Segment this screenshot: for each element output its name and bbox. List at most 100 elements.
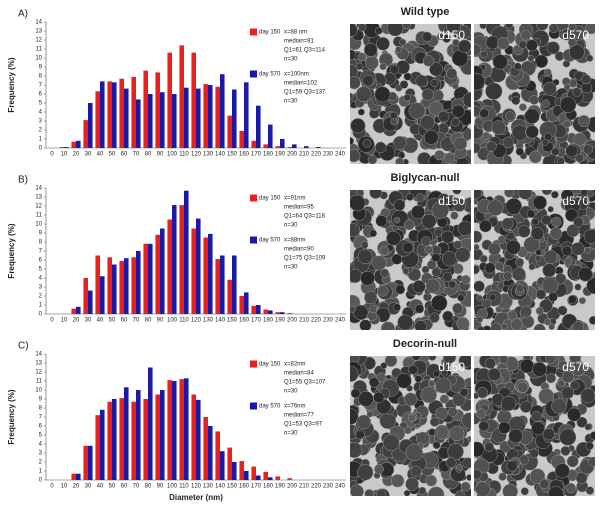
- legend-stat: Q1=75 Q3=109: [284, 256, 326, 262]
- fibril: [376, 372, 386, 383]
- x-tick-label: 50: [109, 484, 116, 490]
- x-tick-label: 40: [97, 152, 104, 158]
- fibril: [393, 216, 401, 224]
- x-tick-label: 130: [203, 318, 214, 324]
- x-tick-label: 150: [227, 152, 238, 158]
- bar: [268, 124, 273, 148]
- bar: [112, 82, 117, 148]
- fibril: [380, 321, 396, 330]
- x-tick-label: 0: [50, 484, 54, 490]
- fibril: [350, 268, 363, 283]
- legend-label: day 570: [259, 404, 281, 410]
- bar: [256, 105, 261, 148]
- x-tick-label: 0: [50, 152, 54, 158]
- bar: [268, 310, 273, 314]
- y-tick-label: 2: [39, 294, 43, 300]
- y-tick-label: 9: [39, 65, 43, 71]
- fibril: [498, 356, 509, 364]
- fibril: [367, 154, 378, 164]
- x-tick-label: 120: [191, 484, 202, 490]
- bar: [136, 251, 141, 314]
- fibril: [474, 190, 482, 200]
- fibril: [392, 135, 407, 150]
- fibril: [563, 83, 571, 91]
- bar: [88, 290, 93, 314]
- fibril: [527, 54, 535, 62]
- bar: [124, 387, 129, 480]
- bar: [167, 380, 172, 480]
- fibril: [389, 111, 398, 120]
- fibril: [422, 31, 433, 42]
- bar: [287, 313, 292, 314]
- fibril: [458, 356, 471, 368]
- fibril: [433, 370, 441, 378]
- fibril: [442, 271, 453, 282]
- fibril: [520, 487, 529, 496]
- y-tick-label: 3: [39, 451, 43, 457]
- x-tick-label: 90: [157, 318, 164, 324]
- fibril: [497, 235, 507, 244]
- bar: [95, 255, 100, 314]
- y-axis-label: Frequency (%): [7, 57, 16, 112]
- fibril: [428, 356, 437, 361]
- fibril: [453, 240, 462, 250]
- x-tick-label: 20: [73, 484, 80, 490]
- fibril: [518, 40, 527, 49]
- fibril: [393, 199, 406, 211]
- fibril: [554, 463, 570, 479]
- fibril: [551, 398, 567, 414]
- fibril: [448, 280, 457, 289]
- fibril: [405, 443, 423, 462]
- x-tick-label: 0: [50, 318, 54, 324]
- panel-label: A): [18, 9, 28, 20]
- x-tick-label: 200: [287, 484, 298, 490]
- fibril: [569, 380, 580, 391]
- fibril: [559, 428, 577, 446]
- fibril: [350, 118, 366, 134]
- bar: [155, 234, 160, 314]
- x-tick-label: 80: [145, 318, 152, 324]
- fibril: [515, 147, 524, 156]
- fibril: [442, 356, 457, 364]
- y-tick-label: 9: [39, 231, 43, 237]
- fibril: [396, 373, 412, 389]
- fibril: [519, 400, 532, 413]
- fibril: [514, 62, 522, 71]
- fibril: [427, 379, 436, 388]
- bar: [155, 394, 160, 480]
- x-tick-label: 160: [239, 484, 250, 490]
- fibril: [551, 216, 562, 228]
- fibril: [490, 322, 502, 330]
- fibril: [526, 209, 536, 218]
- x-tick-label: 140: [215, 318, 226, 324]
- fibril: [518, 190, 533, 200]
- fibril: [382, 434, 400, 452]
- fibril: [500, 323, 508, 330]
- bar: [184, 378, 189, 480]
- y-tick-label: 10: [35, 222, 42, 228]
- fibril: [426, 259, 437, 270]
- fibril: [364, 290, 378, 305]
- fibril: [580, 190, 589, 197]
- fibril: [411, 356, 421, 361]
- bar: [275, 476, 280, 480]
- y-tick-label: 9: [39, 397, 43, 403]
- bar: [215, 86, 220, 148]
- x-tick-label: 100: [167, 152, 178, 158]
- fibril: [375, 215, 388, 227]
- x-tick-label: 60: [121, 152, 128, 158]
- fibril: [530, 226, 544, 241]
- fibril: [350, 223, 361, 238]
- legend-stat: n=30: [284, 57, 298, 63]
- fibril: [474, 105, 482, 117]
- fibril: [369, 190, 382, 199]
- fibril: [450, 211, 459, 220]
- x-tick-label: 10: [61, 152, 68, 158]
- fibril: [386, 230, 401, 246]
- fibril: [580, 388, 595, 404]
- x-tick-label: 170: [251, 318, 262, 324]
- y-tick-label: 6: [39, 92, 43, 98]
- fibrils: [350, 356, 471, 496]
- bar: [304, 146, 309, 148]
- x-tick-label: 100: [167, 484, 178, 490]
